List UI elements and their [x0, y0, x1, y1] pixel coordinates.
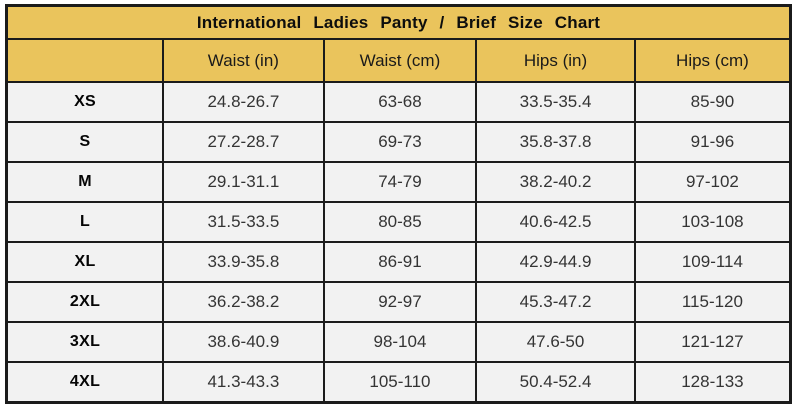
size-label: XL — [5, 241, 165, 283]
waist-cm-value: 74-79 — [322, 161, 478, 203]
waist-in-value: 36.2-38.2 — [162, 281, 325, 323]
waist-cm-value: 105-110 — [322, 361, 478, 404]
waist-cm-value: 92-97 — [322, 281, 478, 323]
waist-cm-value: 69-73 — [322, 121, 478, 163]
hips-in-value: 47.6-50 — [475, 321, 636, 363]
hips-in-value: 40.6-42.5 — [475, 201, 636, 243]
hips-in-value: 38.2-40.2 — [475, 161, 636, 203]
column-header-hips-in: Hips (in) — [475, 38, 636, 83]
waist-in-value: 33.9-35.8 — [162, 241, 325, 283]
hips-cm-value: 91-96 — [633, 121, 792, 163]
table-row: S 27.2-28.7 69-73 35.8-37.8 91-96 — [5, 121, 792, 163]
waist-in-value: 31.5-33.5 — [162, 201, 325, 243]
hips-in-value: 33.5-35.4 — [475, 81, 636, 123]
table-row: 3XL 38.6-40.9 98-104 47.6-50 121-127 — [5, 321, 792, 363]
size-label: 2XL — [5, 281, 165, 323]
waist-cm-value: 80-85 — [322, 201, 478, 243]
size-label: XS — [5, 81, 165, 123]
hips-cm-value: 109-114 — [633, 241, 792, 283]
hips-in-value: 50.4-52.4 — [475, 361, 636, 404]
waist-cm-value: 63-68 — [322, 81, 478, 123]
table-row: 2XL 36.2-38.2 92-97 45.3-47.2 115-120 — [5, 281, 792, 323]
waist-in-value: 27.2-28.7 — [162, 121, 325, 163]
column-header-size — [5, 38, 165, 83]
waist-in-value: 24.8-26.7 — [162, 81, 325, 123]
column-header-waist-cm: Waist (cm) — [322, 38, 478, 83]
hips-cm-value: 97-102 — [633, 161, 792, 203]
hips-cm-value: 103-108 — [633, 201, 792, 243]
waist-cm-value: 98-104 — [322, 321, 478, 363]
size-label: L — [5, 201, 165, 243]
waist-in-value: 29.1-31.1 — [162, 161, 325, 203]
size-label: 3XL — [5, 321, 165, 363]
chart-title: International Ladies Panty / Brief Size … — [5, 4, 792, 40]
hips-cm-value: 115-120 — [633, 281, 792, 323]
table-row: 4XL 41.3-43.3 105-110 50.4-52.4 128-133 — [5, 361, 792, 404]
size-chart-table: International Ladies Panty / Brief Size … — [5, 4, 792, 404]
table-row: L 31.5-33.5 80-85 40.6-42.5 103-108 — [5, 201, 792, 243]
waist-in-value: 41.3-43.3 — [162, 361, 325, 404]
column-header-waist-in: Waist (in) — [162, 38, 325, 83]
size-label: M — [5, 161, 165, 203]
table-row: XL 33.9-35.8 86-91 42.9-44.9 109-114 — [5, 241, 792, 283]
hips-in-value: 35.8-37.8 — [475, 121, 636, 163]
table-body: XS 24.8-26.7 63-68 33.5-35.4 85-90 S 27.… — [5, 81, 792, 404]
table-row: M 29.1-31.1 74-79 38.2-40.2 97-102 — [5, 161, 792, 203]
column-header-hips-cm: Hips (cm) — [633, 38, 792, 83]
hips-in-value: 45.3-47.2 — [475, 281, 636, 323]
hips-cm-value: 85-90 — [633, 81, 792, 123]
title-row: International Ladies Panty / Brief Size … — [5, 4, 792, 40]
header-row: Waist (in) Waist (cm) Hips (in) Hips (cm… — [5, 38, 792, 83]
hips-cm-value: 128-133 — [633, 361, 792, 404]
size-label: S — [5, 121, 165, 163]
hips-cm-value: 121-127 — [633, 321, 792, 363]
table-row: XS 24.8-26.7 63-68 33.5-35.4 85-90 — [5, 81, 792, 123]
size-label: 4XL — [5, 361, 165, 404]
hips-in-value: 42.9-44.9 — [475, 241, 636, 283]
waist-cm-value: 86-91 — [322, 241, 478, 283]
waist-in-value: 38.6-40.9 — [162, 321, 325, 363]
